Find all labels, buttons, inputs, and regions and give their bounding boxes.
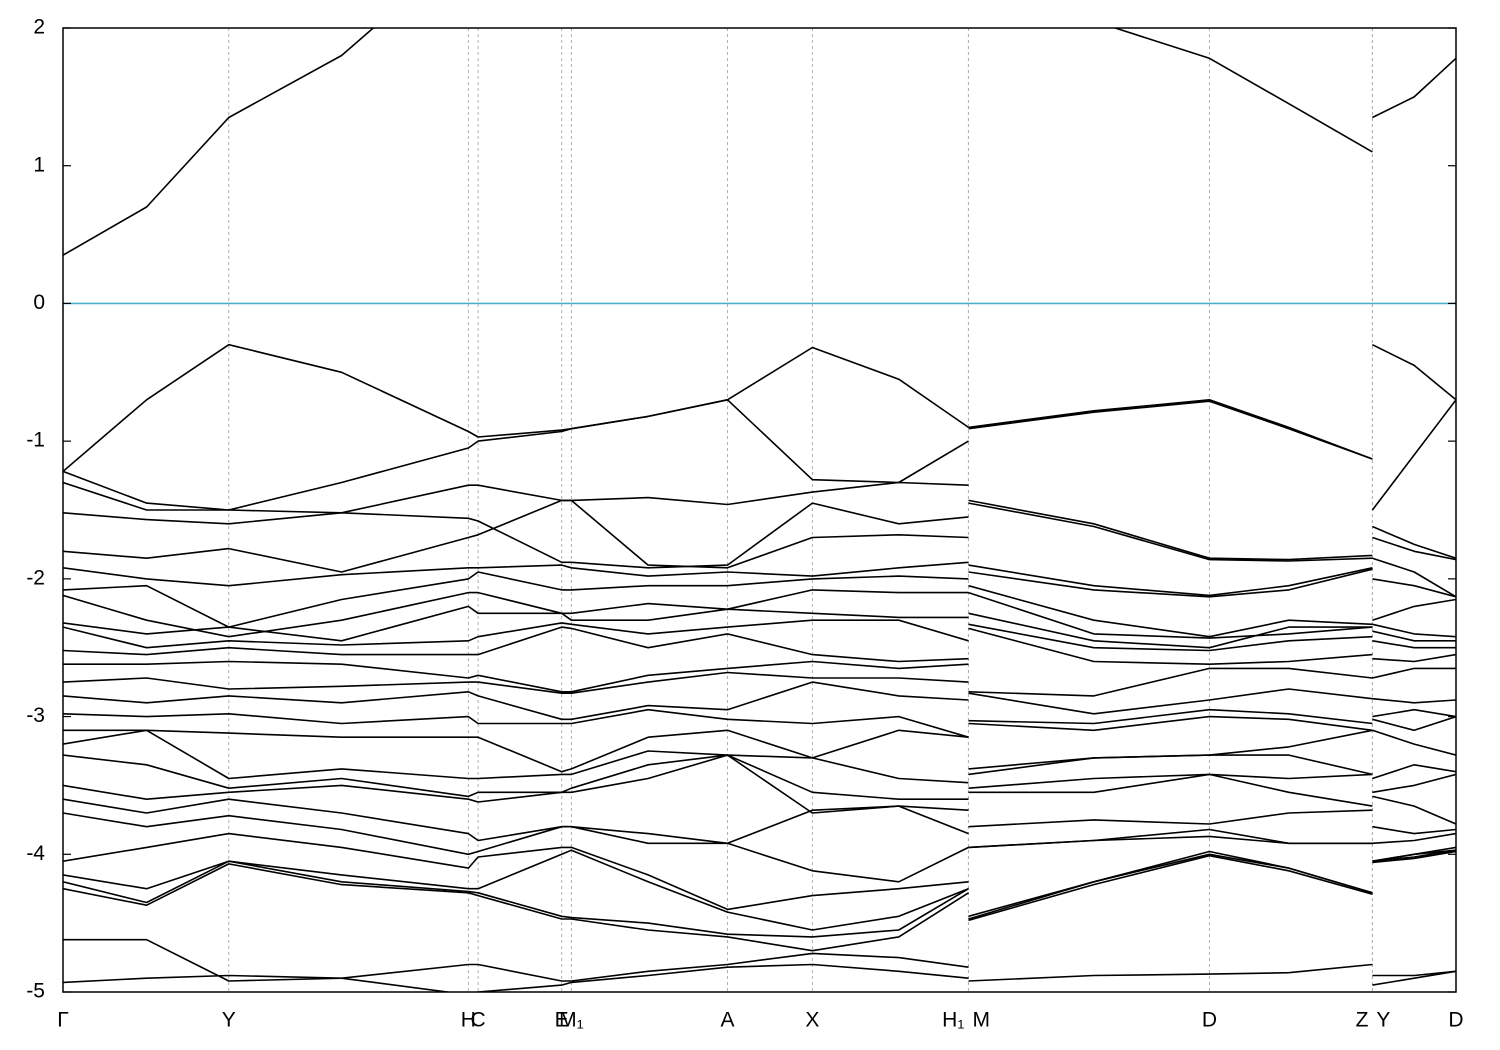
band-line [63,708,1456,738]
y-tick-label: -5 [26,980,45,1003]
x-tick-label: H₁ [942,1009,964,1032]
band-line [63,729,1456,784]
y-tick-label: -2 [26,566,45,589]
band-line [63,681,1456,725]
x-tick-label: D [1202,1009,1217,1032]
y-tick-label: -4 [26,842,45,865]
band-line [63,660,1456,697]
band-line [63,343,1456,473]
band-line [63,754,1456,825]
band-line [63,619,1456,652]
y-tick-label: 2 [33,16,45,39]
x-tick-label: M₁ [559,1009,584,1032]
y-tick-label: -1 [26,429,45,452]
bands [63,28,1456,992]
x-tick-label: Z [1356,1009,1369,1032]
x-tick-label: A [720,1009,734,1032]
band-line [63,28,1456,256]
band-line [63,671,1456,715]
band-line [63,938,1456,982]
x-tick-label: M [972,1009,990,1032]
band-line [63,605,1456,649]
x-tick-label: H [461,1009,476,1032]
band-line [63,729,1456,773]
band-line [63,561,1456,598]
band-line [63,849,1456,938]
band-line [63,963,1456,992]
y-tick-label: -3 [26,704,45,727]
band-line [63,502,1456,569]
grid [228,28,1373,992]
band-line [63,499,1456,598]
x-tick-label: Y [222,1009,236,1032]
x-tick-label: Γ [57,1009,69,1032]
band-line [63,850,1456,952]
x-tick-label: C [471,1009,486,1032]
y-tick-label: 0 [33,291,45,314]
band-line [63,481,1456,561]
band-line [63,589,1456,639]
x-tick-label: X [805,1009,819,1032]
band-line [63,626,1456,665]
x-tick-label: E [555,1009,569,1032]
plot-frame [62,27,1457,993]
x-tick-label: Y [1376,1009,1390,1032]
y-tick-label: 1 [33,153,45,176]
x-tick-label: D [1448,1009,1463,1032]
band-line [63,399,1456,511]
